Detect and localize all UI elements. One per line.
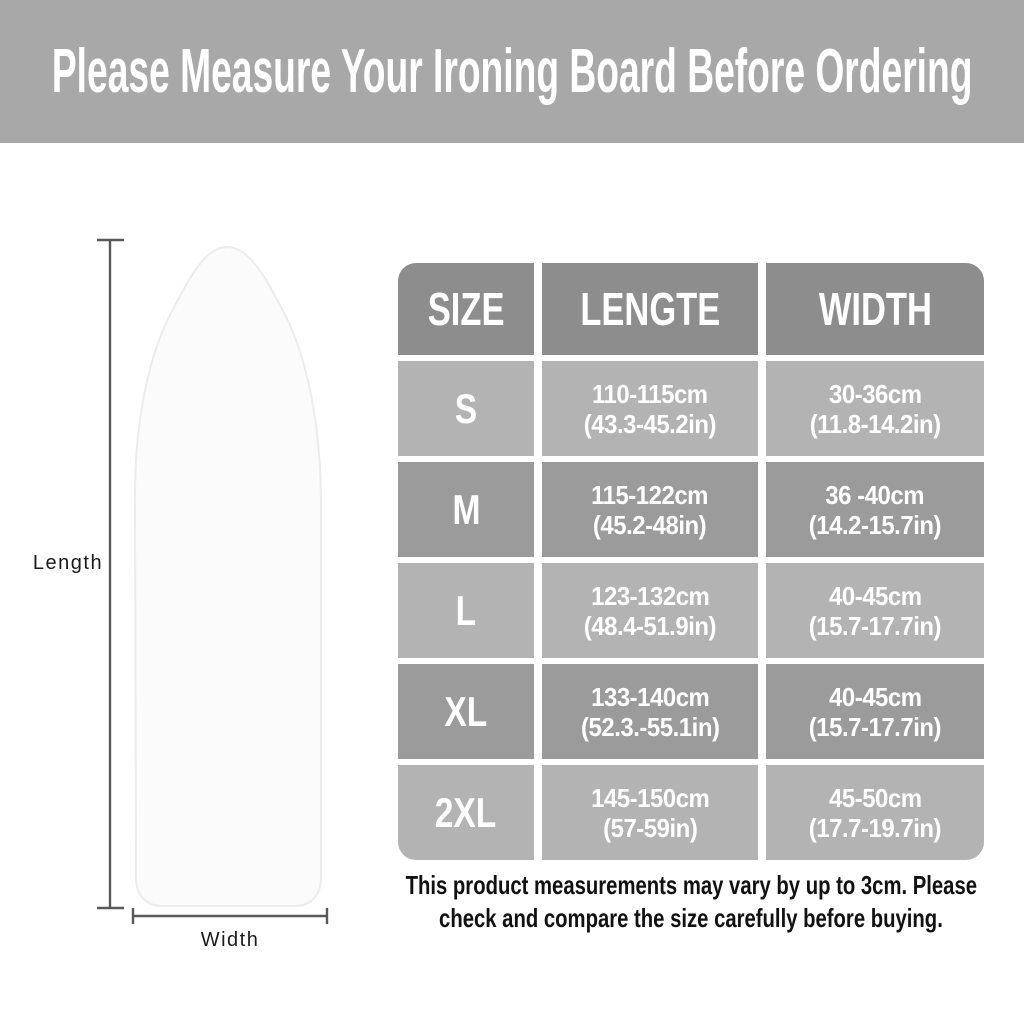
width-in-m: (14.2-15.7in)	[808, 509, 942, 540]
header-length-label: LENGTE	[580, 283, 720, 335]
header-cell-length: LENGTE	[542, 263, 758, 355]
table-cell-length-xl: 133-140cm (52.3.-55.1in)	[542, 664, 758, 759]
ironing-board-shape	[133, 245, 322, 907]
size-label-m: M	[452, 485, 480, 533]
length-label: Length	[33, 552, 103, 574]
header-size-label: SIZE	[427, 283, 505, 335]
length-in-s: (43.3-45.2in)	[583, 408, 717, 439]
table-cell-width-l: 40-45cm (15.7-17.7in)	[766, 563, 984, 658]
table-cell-size-xl: XL	[398, 664, 534, 759]
width-cm-xl: 40-45cm	[828, 681, 922, 712]
width-measure-line	[131, 908, 329, 924]
table-cell-size-s: S	[398, 361, 534, 456]
length-measure-line	[97, 238, 124, 910]
table-cell-length-2xl: 145-150cm (57-59in)	[542, 765, 758, 860]
table-cell-width-2xl: 45-50cm (17.7-19.7in)	[766, 765, 984, 860]
length-in-l: (48.4-51.9in)	[583, 610, 717, 641]
ironing-board-diagram: Length Width	[33, 238, 329, 951]
banner-title: Please Measure Your Ironing Board Before…	[51, 37, 973, 106]
length-cm-m: 115-122cm	[591, 479, 709, 510]
disclaimer-line-2: check and compare the size carefully bef…	[439, 903, 943, 933]
length-in-2xl: (57-59in)	[602, 812, 698, 843]
header-cell-width: WIDTH	[766, 263, 984, 355]
length-cm-xl: 133-140cm	[590, 681, 710, 712]
disclaimer-line-1: This product measurements may vary by up…	[405, 870, 977, 900]
width-cm-2xl: 45-50cm	[828, 782, 922, 813]
table-cell-width-xl: 40-45cm (15.7-17.7in)	[766, 664, 984, 759]
length-in-xl: (52.3.-55.1in)	[580, 711, 720, 742]
length-in-m: (45.2-48in)	[593, 509, 707, 540]
width-cm-l: 40-45cm	[828, 580, 922, 611]
table-cell-length-m: 115-122cm (45.2-48in)	[542, 462, 758, 557]
width-label: Width	[201, 929, 260, 951]
length-cm-2xl: 145-150cm	[590, 782, 710, 813]
table-cell-width-m: 36 -40cm (14.2-15.7in)	[766, 462, 984, 557]
size-label-s: S	[454, 384, 478, 432]
table-cell-size-l: L	[398, 563, 534, 658]
disclaimer: This product measurements may vary by up…	[398, 869, 984, 935]
size-label-xl: XL	[444, 687, 488, 735]
table-cell-length-s: 110-115cm (43.3-45.2in)	[542, 361, 758, 456]
width-in-s: (11.8-14.2in)	[809, 408, 941, 439]
table-cell-size-m: M	[398, 462, 534, 557]
width-in-2xl: (17.7-19.7in)	[808, 812, 942, 843]
size-label-l: L	[455, 586, 477, 634]
width-cm-s: 30-36cm	[828, 378, 922, 409]
header-width-label: WIDTH	[818, 283, 932, 335]
table-cell-length-l: 123-132cm (48.4-51.9in)	[542, 563, 758, 658]
size-table: SIZE LENGTE WIDTH S 110-115cm (43.3-45.2…	[398, 263, 984, 860]
width-cm-m: 36 -40cm	[825, 479, 925, 510]
header-cell-size: SIZE	[398, 263, 534, 355]
width-in-xl: (15.7-17.7in)	[808, 711, 942, 742]
table-cell-size-2xl: 2XL	[398, 765, 534, 860]
length-cm-l: 123-132cm	[590, 580, 710, 611]
width-in-l: (15.7-17.7in)	[808, 610, 942, 641]
header-banner: Please Measure Your Ironing Board Before…	[0, 0, 1024, 143]
table-cell-width-s: 30-36cm (11.8-14.2in)	[766, 361, 984, 456]
length-cm-s: 110-115cm	[592, 378, 708, 409]
size-label-2xl: 2XL	[435, 788, 497, 836]
